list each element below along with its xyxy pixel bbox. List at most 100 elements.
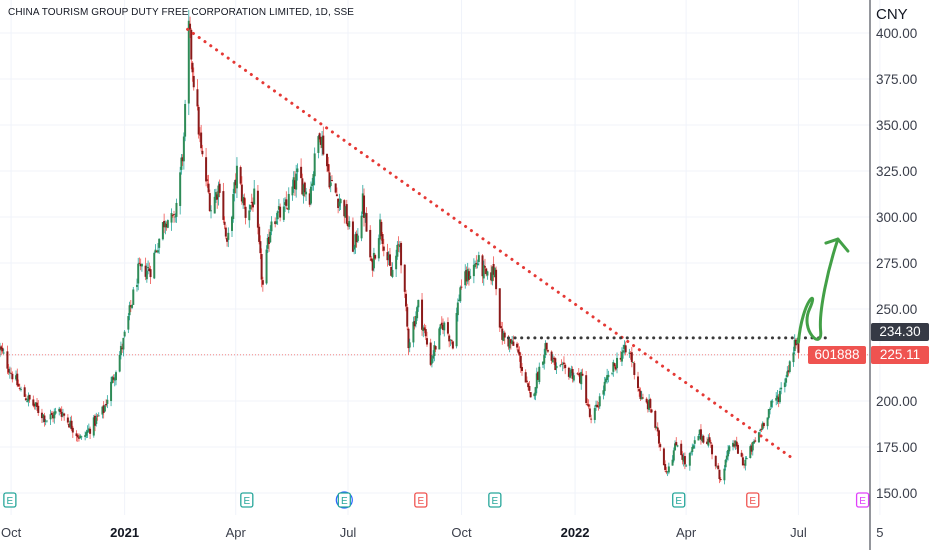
candle [16, 368, 19, 388]
candle [577, 367, 580, 377]
candle-body [622, 350, 625, 353]
candle-body [210, 210, 213, 212]
candle [305, 187, 308, 202]
candle-body [571, 368, 574, 379]
candle [2, 348, 5, 355]
candle [567, 366, 570, 380]
candle [459, 285, 462, 303]
candle-body [128, 305, 131, 316]
candle-body [137, 263, 140, 284]
candle [638, 386, 641, 397]
candle [189, 16, 192, 39]
candle-body [197, 106, 200, 135]
candle-body [103, 405, 106, 412]
candle-body [312, 174, 315, 186]
projection-arrow[interactable] [796, 237, 850, 344]
candle-body [398, 244, 401, 248]
candle-body [413, 321, 416, 327]
trendline[interactable] [186, 27, 797, 462]
earnings-marker-icon: E [3, 492, 17, 508]
candle [691, 443, 694, 456]
candle [593, 405, 596, 424]
candle [63, 412, 66, 421]
candle [10, 367, 13, 375]
candle-body [36, 402, 39, 407]
candle [527, 382, 530, 391]
candle [293, 171, 296, 196]
candle [248, 204, 251, 228]
candle [776, 390, 779, 405]
candle-body [611, 372, 614, 374]
candle-body [507, 338, 510, 347]
candle [259, 235, 262, 260]
candle-body [702, 435, 705, 443]
candle [570, 365, 573, 376]
candle [69, 416, 72, 429]
candle [36, 397, 39, 411]
candle-body [440, 322, 443, 326]
candle [682, 452, 685, 467]
candle-body [711, 444, 714, 455]
candle-body [390, 267, 393, 276]
candle [317, 135, 320, 159]
candle [265, 245, 268, 285]
candle-body [709, 442, 712, 444]
candle [239, 165, 242, 186]
candle-body [240, 184, 243, 202]
candle-body [335, 194, 338, 197]
price-axis[interactable]: 400.00 375.00 350.00 325.00 300.00 275.00 250.… [876, 26, 917, 501]
candle [128, 301, 131, 321]
candle [171, 214, 174, 218]
marker-letter: E [341, 496, 348, 507]
candle [754, 437, 757, 443]
candle-body [277, 206, 280, 210]
candle [360, 211, 363, 242]
candle [569, 367, 572, 379]
candle [24, 394, 27, 401]
candle [122, 337, 125, 357]
candle-body [655, 426, 658, 429]
candle [71, 425, 74, 438]
candle-body [158, 238, 161, 248]
candle [155, 250, 158, 253]
marker-letter: E [7, 496, 14, 507]
candle [550, 350, 553, 364]
candle [145, 263, 148, 283]
candle-body [322, 135, 325, 155]
candle-body [787, 370, 790, 373]
candle [7, 364, 10, 375]
currency-label[interactable]: CNY [876, 6, 908, 23]
candle [622, 344, 625, 359]
candle-body [361, 193, 364, 214]
candle [302, 183, 305, 204]
candle [319, 136, 322, 149]
candle-body [641, 397, 644, 399]
candle [398, 241, 401, 253]
candle [174, 213, 177, 223]
candle [648, 394, 651, 412]
candle-body [675, 442, 678, 446]
candle [434, 345, 437, 352]
candle [654, 409, 657, 431]
candle [240, 176, 243, 205]
candle [234, 173, 237, 194]
candle [545, 342, 548, 351]
candle [1, 342, 4, 354]
candle-body [408, 342, 411, 348]
candle-body [135, 285, 138, 287]
time-axis[interactable]: Oct 2021 Apr Jul Oct 2022 Apr Jul 5 [1, 525, 884, 540]
candle-body [736, 444, 739, 454]
resistance-price-badge: 234.30 [871, 323, 929, 341]
candle [602, 385, 605, 400]
candle-body [16, 373, 19, 386]
candle [277, 199, 280, 213]
candle [161, 221, 164, 241]
candle [210, 205, 213, 219]
candle-body [284, 202, 287, 206]
candle-body [154, 249, 157, 253]
candle-body [517, 349, 520, 353]
candle-body [639, 390, 642, 399]
candle [544, 340, 547, 359]
candle-body [308, 193, 311, 205]
